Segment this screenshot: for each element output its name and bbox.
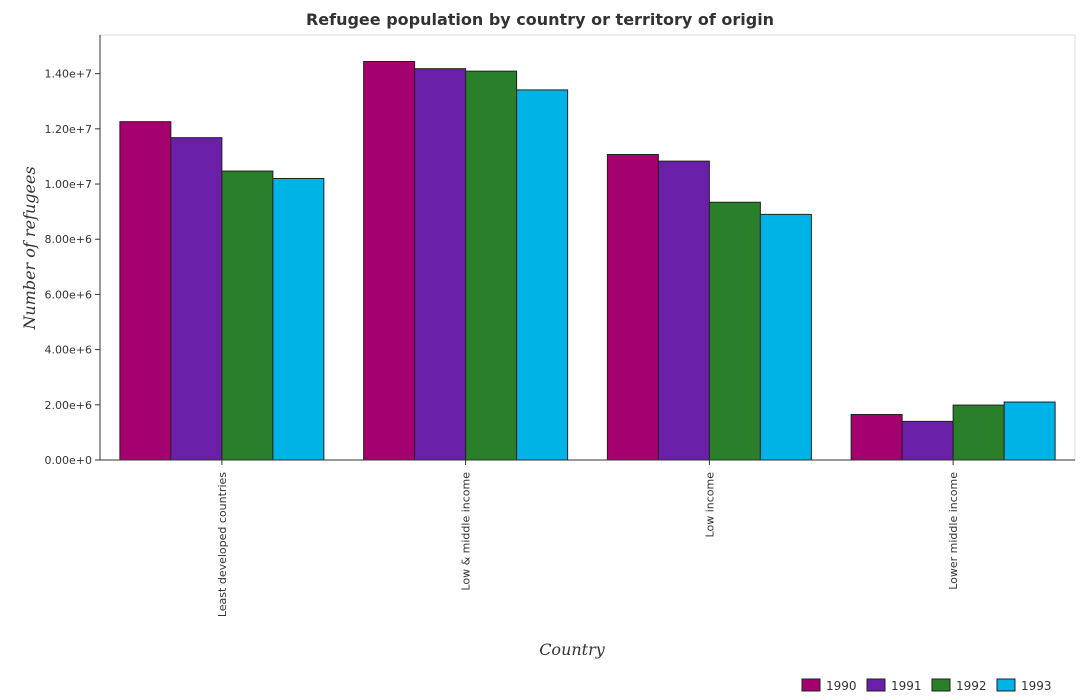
bar-1993-1	[516, 89, 569, 461]
x-axis-title: Country	[539, 640, 606, 659]
y-tick-label: 2.00e+6	[45, 399, 92, 412]
bar-1992-3	[952, 404, 1005, 461]
legend-swatch-1992	[931, 678, 951, 692]
bars-group	[119, 60, 1056, 461]
bar-1991-2	[657, 160, 710, 461]
bar-1991-1	[414, 68, 467, 461]
y-tick-label: 4.00e+6	[45, 344, 92, 357]
y-axis-ticks: 0.00e+0 2.00e+6 4.00e+6 6.00e+6 8.00e+6 1.00e…	[45, 35, 101, 467]
bar-1992-2	[708, 201, 761, 461]
legend-label-1992: 1992	[956, 679, 987, 693]
y-tick-label: 0.00e+0	[45, 454, 92, 467]
x-axis-ticks: Least developed countries Low & middle in…	[100, 459, 1075, 617]
y-tick-label: 1.00e+7	[45, 178, 92, 191]
x-tick-label: Least developed countries	[216, 472, 229, 617]
legend-swatch-1990	[801, 678, 821, 692]
legend-label-1993: 1993	[1021, 679, 1052, 693]
bar-1990-0	[119, 121, 172, 461]
y-tick-label: 6.00e+6	[45, 288, 92, 301]
legend-swatch-1993	[996, 678, 1016, 692]
y-tick-label: 1.40e+7	[45, 68, 92, 81]
bar-1993-3	[1003, 401, 1056, 461]
legend-label-1991: 1991	[891, 679, 922, 693]
bar-1992-1	[465, 70, 518, 461]
bar-1992-0	[221, 170, 274, 461]
y-axis-title: Number of refugees	[20, 166, 39, 330]
x-tick-label: Low & middle income	[460, 472, 473, 591]
y-tick-label: 8.00e+6	[45, 233, 92, 246]
bar-1993-2	[759, 213, 812, 461]
chart-title: Refugee population by country or territo…	[306, 10, 774, 29]
bar-1993-0	[272, 178, 325, 461]
x-tick-label: Low income	[703, 472, 716, 538]
y-tick-label: 1.20e+7	[45, 123, 92, 136]
bar-1990-2	[606, 153, 659, 461]
bar-1990-1	[363, 60, 416, 461]
bar-1991-3	[901, 420, 954, 461]
bar-1990-3	[850, 413, 903, 461]
legend: 1990 1991 1992 1993	[801, 678, 1052, 693]
x-tick-label: Lower middle income	[947, 472, 960, 590]
legend-swatch-1991	[866, 678, 886, 692]
legend-label-1990: 1990	[826, 679, 857, 693]
bar-1991-0	[170, 137, 223, 461]
